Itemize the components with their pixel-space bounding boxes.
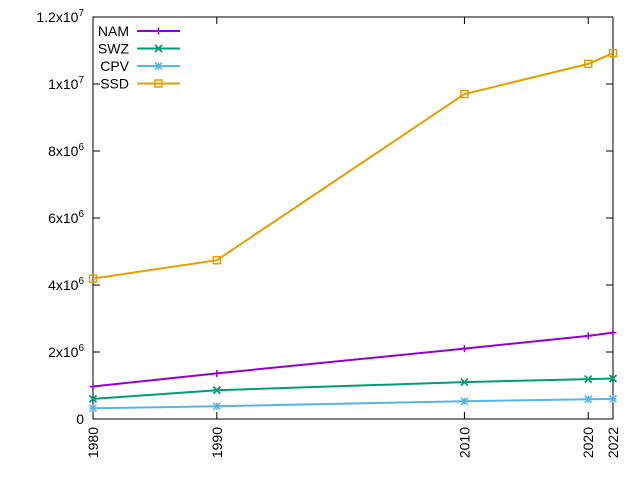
series-cpv	[88, 394, 618, 413]
series-ssd	[88, 48, 618, 283]
data-point	[584, 395, 593, 404]
data-point	[608, 48, 618, 58]
series-line	[92, 331, 614, 388]
legend-label: NAM	[98, 23, 129, 39]
data-point	[460, 89, 469, 99]
x-axis: 1980 1990 2010 2020 2022	[85, 17, 621, 458]
y-tick-label: 4x106	[48, 276, 84, 293]
data-point	[154, 44, 163, 53]
y-axis: 0 2x106 4x106 6x106 8x106 1x107 1.2x107	[36, 8, 613, 427]
data-point	[213, 369, 221, 377]
data-point	[88, 404, 98, 413]
data-point	[212, 386, 221, 395]
data-point	[460, 378, 469, 387]
data-point	[608, 374, 618, 383]
legend-entry-nam: NAM	[98, 23, 180, 39]
data-point	[89, 383, 97, 391]
data-point	[212, 255, 222, 265]
series-nam	[89, 329, 617, 391]
series-swz	[88, 374, 618, 404]
legend-entry-cpv: CPV	[100, 58, 180, 74]
data-point	[584, 374, 593, 384]
y-tick-label: 1.2x107	[36, 8, 84, 25]
data-point	[584, 332, 592, 340]
data-point	[608, 394, 618, 403]
data-point	[609, 329, 617, 337]
y-tick-label: 1x107	[48, 75, 84, 92]
data-point	[460, 345, 468, 353]
x-tick-label: 2022	[605, 427, 621, 458]
series-line	[92, 397, 614, 410]
y-tick-label: 8x106	[48, 142, 84, 159]
series-layer	[88, 48, 618, 413]
legend-entry-swz: SWZ	[98, 41, 180, 57]
data-point	[583, 59, 593, 69]
series-line	[92, 52, 614, 280]
legend-entry-ssd: SSD	[100, 76, 180, 92]
y-tick-label: 2x106	[48, 343, 84, 360]
x-tick-label: 1990	[209, 427, 225, 458]
x-tick-label: 2010	[456, 427, 472, 458]
series-line	[92, 377, 614, 400]
data-point	[460, 397, 469, 406]
data-point	[88, 394, 98, 404]
data-point	[155, 27, 162, 35]
legend-label: SWZ	[98, 41, 130, 57]
legend-label: CPV	[100, 58, 129, 74]
y-tick-label: 0	[76, 411, 84, 427]
data-point	[154, 61, 163, 71]
legend-label: SSD	[100, 76, 129, 92]
x-tick-label: 1980	[85, 427, 101, 458]
y-tick-label: 6x106	[48, 209, 84, 226]
data-point	[212, 402, 221, 411]
data-point	[154, 79, 163, 88]
x-tick-label: 2020	[580, 427, 596, 458]
data-point	[88, 274, 98, 283]
